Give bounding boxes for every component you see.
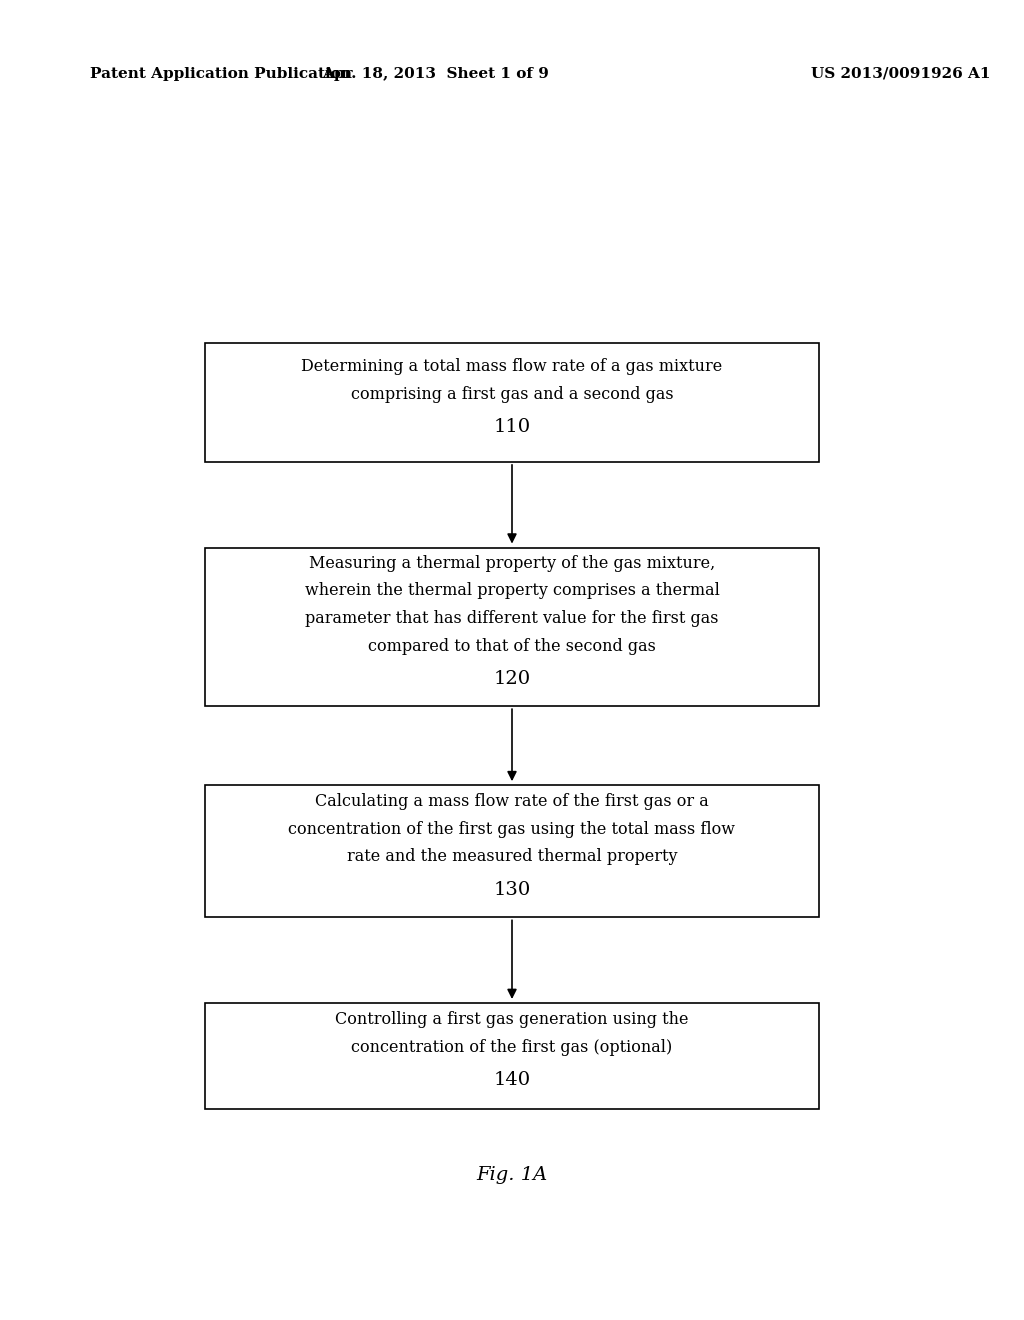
Text: Calculating a mass flow rate of the first gas or a: Calculating a mass flow rate of the firs…	[315, 793, 709, 810]
Text: Fig. 1A: Fig. 1A	[476, 1166, 548, 1184]
Bar	[205, 1003, 819, 1109]
Text: parameter that has different value for the first gas: parameter that has different value for t…	[305, 610, 719, 627]
Text: 140: 140	[494, 1072, 530, 1089]
Text: 130: 130	[494, 880, 530, 899]
Text: 110: 110	[494, 418, 530, 436]
Text: Controlling a first gas generation using the: Controlling a first gas generation using…	[335, 1011, 689, 1028]
Text: Patent Application Publication: Patent Application Publication	[90, 67, 352, 81]
Text: wherein the thermal property comprises a thermal: wherein the thermal property comprises a…	[304, 582, 720, 599]
Text: Measuring a thermal property of the gas mixture,: Measuring a thermal property of the gas …	[309, 554, 715, 572]
Text: rate and the measured thermal property: rate and the measured thermal property	[347, 849, 677, 866]
Text: concentration of the first gas (optional): concentration of the first gas (optional…	[351, 1039, 673, 1056]
Text: 120: 120	[494, 671, 530, 688]
Text: concentration of the first gas using the total mass flow: concentration of the first gas using the…	[289, 821, 735, 838]
Text: Determining a total mass flow rate of a gas mixture: Determining a total mass flow rate of a …	[301, 358, 723, 375]
Text: compared to that of the second gas: compared to that of the second gas	[368, 638, 656, 655]
Bar	[205, 343, 819, 462]
Text: comprising a first gas and a second gas: comprising a first gas and a second gas	[350, 385, 674, 403]
Bar	[205, 785, 819, 917]
Text: Apr. 18, 2013  Sheet 1 of 9: Apr. 18, 2013 Sheet 1 of 9	[322, 67, 549, 81]
Bar	[205, 548, 819, 706]
Text: US 2013/0091926 A1: US 2013/0091926 A1	[811, 67, 991, 81]
